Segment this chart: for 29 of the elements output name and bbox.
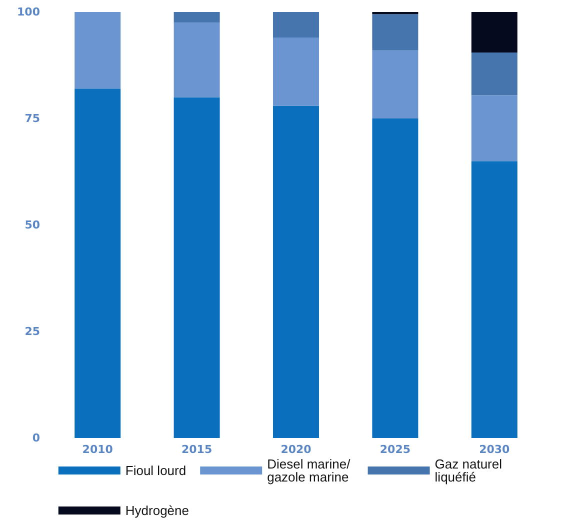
- bar: [174, 97, 220, 438]
- bar: [372, 118, 418, 438]
- y-tick-label: 75: [24, 112, 40, 125]
- bar: [372, 50, 418, 118]
- y-tick-label: 100: [17, 6, 40, 18]
- bar: [174, 22, 220, 98]
- bar: [372, 14, 418, 50]
- bar: [471, 12, 518, 52]
- bar: [273, 106, 319, 438]
- y-tick-label: 50: [24, 218, 40, 232]
- bar: [74, 88, 121, 438]
- y-tick-label: 0: [32, 432, 40, 444]
- bar: [471, 95, 518, 162]
- y-tick-label: 25: [24, 325, 40, 338]
- legend-label: Fioul lourd: [125, 463, 186, 478]
- bar: [273, 12, 319, 38]
- x-tick-label: 2015: [181, 443, 212, 456]
- legend-label: Diesel marine/ gazole marine: [267, 456, 354, 484]
- legend-label: Hydrogène: [125, 503, 190, 518]
- legend-label: Gaz naturel liquéfié: [434, 456, 506, 484]
- x-tick-label: 2025: [380, 443, 411, 456]
- bar: [471, 52, 518, 96]
- x-tick-label: 2030: [479, 443, 510, 456]
- bar: [74, 12, 121, 89]
- bar: [471, 161, 518, 438]
- x-tick-label: 2010: [82, 443, 114, 456]
- bar: [174, 12, 220, 23]
- bar: [273, 38, 319, 106]
- x-tick-label: 2020: [280, 443, 312, 456]
